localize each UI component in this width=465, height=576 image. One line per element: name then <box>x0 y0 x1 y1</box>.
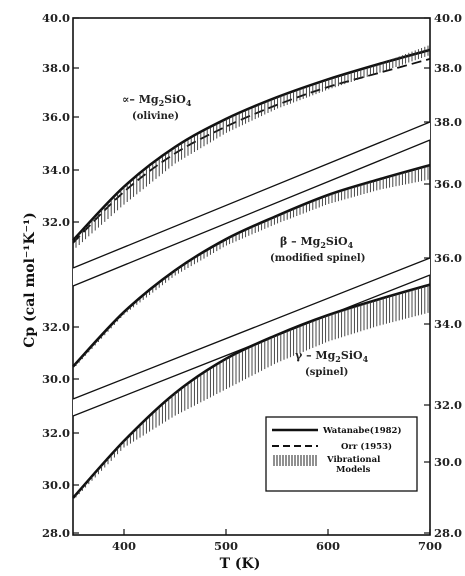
panel-separator-1 <box>72 121 431 287</box>
panel-1-formula: ∝– Mg2SiO4 <box>122 93 192 108</box>
legend: Watanabe(1982) Orr (1953) Vibrational Mod… <box>265 416 418 492</box>
panel-2-name: (modified spinel) <box>270 253 365 264</box>
panel-1-vibrational-hatch <box>75 45 429 248</box>
panel-1 <box>72 45 431 248</box>
panel-3-formula: γ – Mg2SiO4 <box>295 349 369 364</box>
y-axis-title: Cp (cal mol⁻¹K⁻¹) <box>22 212 38 348</box>
right-tick-label: 38.0 <box>434 61 462 75</box>
panel-separator-2 <box>72 257 431 417</box>
right-tick-label: 36.0 <box>434 177 462 191</box>
panel-2 <box>72 163 431 368</box>
x-tick-label: 500 <box>214 539 238 553</box>
panel-3 <box>72 283 431 499</box>
panel-2-watanabe-line <box>72 163 431 368</box>
left-tick-label: 32.0 <box>42 215 70 229</box>
x-axis-title: T (K) <box>220 556 261 572</box>
left-tick-label: 40.0 <box>42 11 70 25</box>
left-tick-label: 38.0 <box>42 61 70 75</box>
left-tick-label: 34.0 <box>42 163 70 177</box>
right-tick-label: 32.0 <box>434 398 462 412</box>
right-tick-label: 36.0 <box>434 251 462 265</box>
x-tick-label: 400 <box>112 539 136 553</box>
panel-3-watanabe-line <box>72 283 431 499</box>
panel-2-vibrational-hatch <box>75 165 429 366</box>
right-tick-label: 28.0 <box>434 526 462 540</box>
right-tick-label: 34.0 <box>434 317 462 331</box>
panel-2-formula: β – Mg2SiO4 <box>280 235 354 250</box>
series-layer <box>72 45 431 499</box>
right-tick-label: 40.0 <box>434 11 462 25</box>
left-tick-label: 30.0 <box>42 478 70 492</box>
x-tick-label: 600 <box>316 539 340 553</box>
panel-3-vibrational-hatch <box>75 285 429 498</box>
left-tick-label: 32.0 <box>42 426 70 440</box>
x-tick-label: 700 <box>418 539 442 553</box>
left-tick-label: 32.0 <box>42 320 70 334</box>
left-tick-label: 28.0 <box>42 526 70 540</box>
panel-1-watanabe-line <box>72 48 431 242</box>
tick-layer: 40.0 38.0 36.0 34.0 32.0 32.0 30.0 32.0 30.0 28.0… <box>42 11 462 553</box>
right-tick-label: 38.0 <box>434 115 462 129</box>
legend-label-watanabe: Watanabe(1982) <box>322 425 402 436</box>
panel-1-name: (olivine) <box>132 111 179 122</box>
left-tick-label: 36.0 <box>42 110 70 124</box>
left-tick-label: 30.0 <box>42 372 70 386</box>
legend-label-vibrational: Vibrational Models <box>326 455 381 475</box>
right-tick-label: 30.0 <box>434 455 462 469</box>
legend-swatch-hatched <box>273 455 317 466</box>
panel-label-layer: ∝– Mg2SiO4 (olivine) β – Mg2SiO4 (modified … <box>122 93 369 378</box>
legend-label-orr: Orr (1953) <box>341 441 392 452</box>
panel-3-name: (spinel) <box>305 367 348 378</box>
